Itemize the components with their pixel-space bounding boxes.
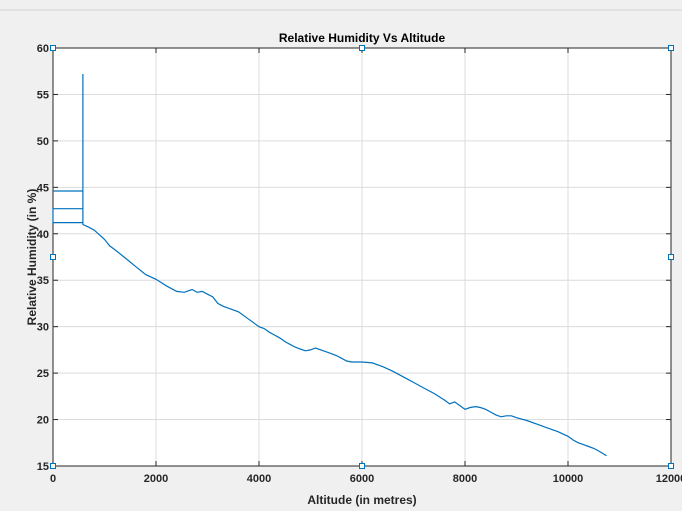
x-tick-label: 0	[50, 473, 56, 485]
x-axis-label: Altitude (in metres)	[307, 493, 416, 507]
y-tick-label: 60	[37, 43, 49, 55]
chart-title: Relative Humidity Vs Altitude	[279, 31, 446, 45]
y-tick-label: 30	[37, 322, 49, 334]
y-tick-label: 40	[37, 229, 49, 241]
axes-resize-handle[interactable]	[50, 45, 56, 51]
axes-resize-handle[interactable]	[668, 254, 674, 260]
x-tick-label: 12000	[656, 473, 682, 485]
x-tick-label: 8000	[453, 473, 477, 485]
axes-resize-handle[interactable]	[668, 45, 674, 51]
y-tick-label: 35	[37, 275, 49, 287]
y-tick-label: 25	[37, 368, 49, 380]
y-tick-label: 20	[37, 415, 49, 427]
y-axis-ticks: 15 20 25 30 35 40 45 50 55 60	[37, 43, 671, 473]
y-tick-label: 55	[37, 89, 49, 101]
x-tick-label: 4000	[247, 473, 271, 485]
y-tick-label: 50	[37, 136, 49, 148]
series-layer	[52, 74, 607, 457]
axes-resize-handle[interactable]	[50, 463, 56, 469]
humidity-altitude-line	[52, 74, 607, 457]
axes-resize-handle[interactable]	[668, 463, 674, 469]
axes-resize-handle[interactable]	[50, 254, 56, 260]
axes-resize-handle[interactable]	[359, 45, 365, 51]
axes-resize-handle[interactable]	[359, 463, 365, 469]
gridlines	[53, 48, 671, 466]
y-tick-label: 15	[37, 461, 49, 473]
selection-handles[interactable]	[50, 45, 674, 469]
y-axis-label: Relative Humidity (in %)	[25, 189, 39, 326]
y-tick-label: 45	[37, 182, 49, 194]
x-tick-label: 10000	[553, 473, 584, 485]
x-tick-label: 2000	[144, 473, 168, 485]
x-tick-label: 6000	[350, 473, 374, 485]
